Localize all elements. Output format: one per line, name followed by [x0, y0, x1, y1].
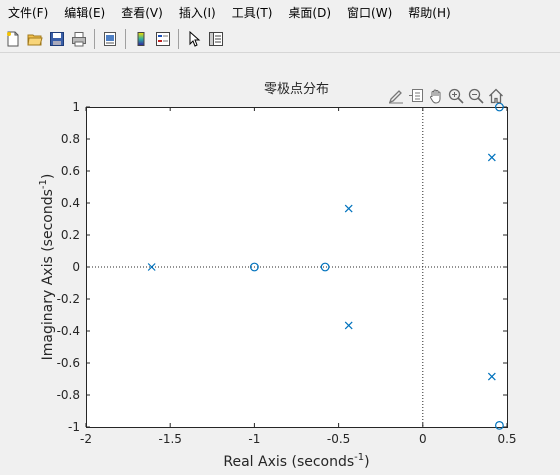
menu-insert[interactable]: 插入(I)	[178, 6, 216, 20]
pan-hand-icon[interactable]	[426, 86, 446, 106]
y-tick-label: 1	[72, 100, 80, 114]
y-tick-label: -0.8	[57, 388, 80, 402]
menu-desktop[interactable]: 桌面(D)	[288, 6, 332, 20]
menu-file[interactable]: 文件(F)	[8, 6, 49, 20]
pole-marker	[487, 372, 496, 381]
y-tick-label: 0.6	[61, 164, 80, 178]
x-tick-label: -2	[80, 432, 92, 446]
x-tick-label: 0	[419, 432, 427, 446]
axes-toolbar	[386, 85, 506, 107]
legend-icon[interactable]	[153, 29, 173, 49]
x-tick-label: -1	[248, 432, 260, 446]
axis-ticks: -2 -1.5 -1 -0.5 0 0.5 -1 -0.8 -0.6 -0.4 -0.2 0 0.2 0.…	[57, 100, 517, 446]
y-tick-label: -0.2	[57, 292, 80, 306]
y-tick-label: -0.4	[57, 324, 80, 338]
reference-lines	[86, 107, 507, 427]
chart-title: 零极点分布	[264, 82, 329, 97]
menu-tools[interactable]: 工具(T)	[231, 6, 273, 20]
print-preview-icon[interactable]	[100, 29, 120, 49]
y-tick-label: 0.2	[61, 228, 80, 242]
open-file-icon[interactable]	[25, 29, 45, 49]
pole-marker	[147, 263, 156, 271]
zero-marker	[495, 421, 504, 430]
pole-marker	[344, 204, 353, 213]
data-tips-icon[interactable]	[406, 86, 426, 106]
property-inspector-icon[interactable]	[206, 29, 226, 49]
save-icon[interactable]	[47, 29, 67, 49]
brush-icon[interactable]	[386, 86, 406, 106]
zoom-out-icon[interactable]	[466, 86, 486, 106]
plot-markers	[147, 102, 504, 430]
menu-window[interactable]: 窗口(W)	[347, 6, 393, 20]
figure-canvas: -2 -1.5 -1 -0.5 0 0.5 -1 -0.8 -0.6 -0.4 -0.2 0 0.2 0.…	[0, 54, 560, 475]
pole-marker	[487, 153, 496, 162]
zero-pole-plot: -2 -1.5 -1 -0.5 0 0.5 -1 -0.8 -0.6 -0.4 -0.2 0 0.2 0.…	[38, 82, 517, 470]
zero-marker	[249, 262, 259, 272]
toolbar-separator	[178, 29, 179, 49]
pole-marker	[344, 321, 353, 330]
menu-view[interactable]: 查看(V)	[121, 6, 163, 20]
home-icon[interactable]	[486, 86, 506, 106]
zoom-in-icon[interactable]	[446, 86, 466, 106]
y-tick-label: -1	[68, 420, 80, 434]
y-tick-label: -0.6	[57, 356, 80, 370]
x-tick-label: -0.5	[327, 432, 350, 446]
new-figure-icon[interactable]	[3, 29, 23, 49]
colorbar-icon[interactable]	[131, 29, 151, 49]
print-icon[interactable]	[69, 29, 89, 49]
toolbar-separator	[94, 29, 95, 49]
x-tick-label: -1.5	[158, 432, 181, 446]
menu-edit[interactable]: 编辑(E)	[64, 6, 106, 20]
y-axis-label: Imaginary Axis (seconds-1)	[38, 174, 56, 361]
figure-toolbar	[0, 26, 560, 53]
zero-marker	[495, 102, 504, 112]
toolbar-separator	[125, 29, 126, 49]
x-axis-label: Real Axis (seconds-1)	[223, 452, 369, 470]
menu-help[interactable]: 帮助(H)	[408, 6, 451, 20]
x-tick-label: 0.5	[497, 432, 516, 446]
zero-marker	[320, 262, 330, 272]
menu-bar: 文件(F) 编辑(E) 查看(V) 插入(I) 工具(T) 桌面(D) 窗口(W) 帮助(H)	[0, 0, 560, 26]
y-tick-label: 0.4	[61, 196, 80, 210]
pointer-icon[interactable]	[184, 29, 204, 49]
y-tick-label: 0.8	[61, 132, 80, 146]
y-tick-label: 0	[72, 260, 80, 274]
